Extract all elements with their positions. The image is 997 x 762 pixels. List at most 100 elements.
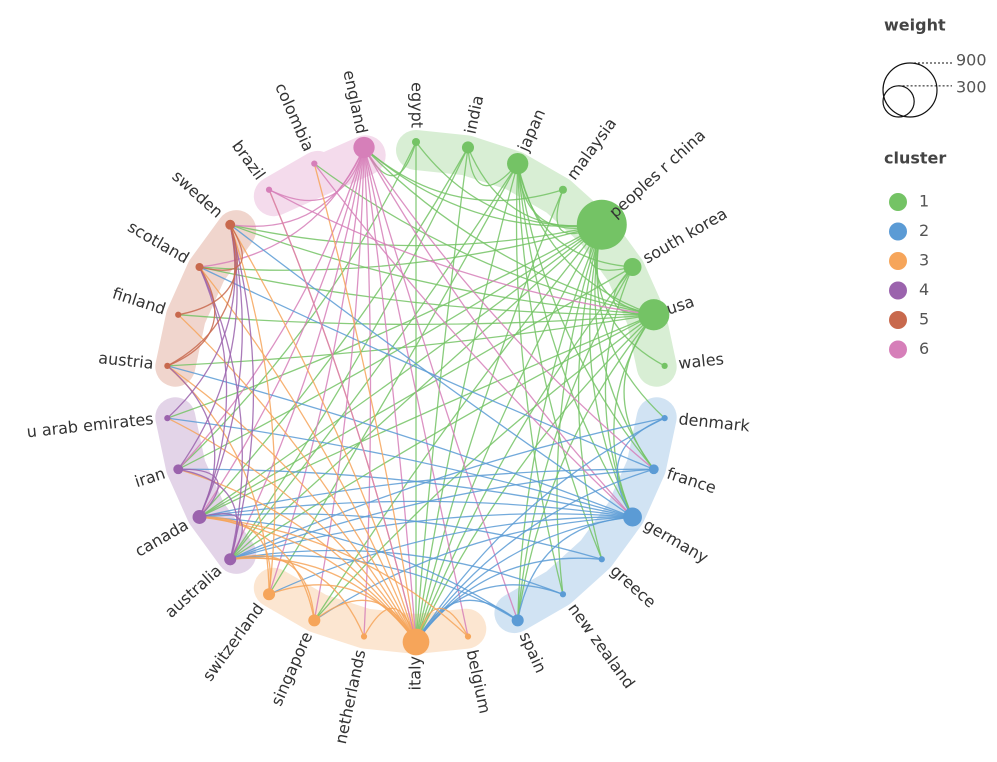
link	[415, 584, 564, 643]
node	[507, 152, 529, 175]
node	[411, 137, 421, 147]
link	[313, 599, 417, 643]
node	[648, 464, 659, 475]
link	[268, 584, 417, 643]
cluster-hull	[253, 135, 386, 217]
node-label: u arab emirates	[26, 409, 155, 441]
link	[199, 513, 602, 560]
link	[229, 417, 665, 560]
node	[225, 219, 236, 230]
link	[167, 224, 236, 367]
node-label: france	[664, 464, 718, 498]
legend-label: 3	[919, 251, 929, 270]
node	[511, 614, 524, 627]
node-label: wales	[677, 349, 724, 373]
node-label: finland	[110, 284, 168, 319]
link	[199, 516, 315, 621]
link	[167, 365, 417, 643]
cluster-hull	[155, 397, 257, 574]
legend-swatch	[889, 193, 907, 211]
node-label: belgium	[463, 648, 495, 715]
node	[265, 186, 273, 193]
legend-label: 5	[919, 310, 929, 329]
link	[199, 224, 602, 271]
node-label: greece	[607, 561, 660, 612]
node-label: switzerland	[199, 599, 268, 684]
link	[268, 189, 654, 316]
link	[517, 314, 655, 621]
legend-swatch	[889, 252, 907, 270]
link	[596, 224, 666, 419]
legend-label: 6	[919, 339, 929, 358]
node-label: new zealand	[564, 599, 639, 692]
link	[230, 513, 633, 560]
cluster-hull	[253, 567, 487, 654]
node-label: canada	[131, 515, 191, 561]
node	[360, 633, 368, 640]
node	[164, 362, 171, 369]
cluster-hull	[155, 210, 257, 387]
node	[192, 510, 207, 524]
legend-swatch	[889, 340, 907, 359]
link	[199, 516, 271, 595]
link	[268, 189, 417, 643]
link	[313, 224, 603, 621]
link	[167, 365, 633, 518]
node-label: scotland	[124, 217, 192, 267]
node	[623, 507, 642, 527]
node	[173, 464, 184, 475]
link	[178, 224, 238, 316]
node	[224, 553, 237, 566]
node	[353, 136, 375, 159]
link	[313, 516, 633, 621]
link	[268, 147, 365, 202]
node-label: egypt	[408, 82, 427, 128]
link	[229, 224, 255, 560]
link	[199, 516, 519, 621]
link	[517, 266, 634, 621]
node-label: india	[461, 93, 488, 135]
size-legend-title: weight	[884, 16, 946, 35]
node-label: italy	[406, 656, 425, 690]
link	[177, 141, 417, 470]
node	[164, 415, 171, 422]
link	[415, 147, 469, 643]
link	[415, 189, 564, 643]
link	[229, 314, 655, 560]
node	[623, 258, 642, 276]
size-legend-circle	[882, 85, 915, 118]
link	[229, 468, 654, 560]
link	[517, 163, 633, 268]
legend-label: 2	[919, 221, 929, 240]
node-label: south korea	[639, 204, 730, 268]
node	[464, 633, 472, 640]
node-label: austria	[97, 348, 154, 373]
link	[199, 314, 655, 518]
node	[638, 299, 670, 331]
node-label: peoples r china	[605, 125, 709, 221]
link	[415, 417, 665, 643]
node	[576, 199, 627, 250]
node	[195, 262, 204, 272]
node	[402, 628, 430, 656]
link	[517, 224, 603, 621]
node	[308, 614, 321, 627]
link	[167, 224, 603, 419]
node	[461, 141, 475, 154]
links	[166, 141, 666, 643]
link	[268, 163, 519, 595]
node-label: usa	[664, 292, 697, 319]
link	[167, 417, 633, 518]
size-legend-label: 300	[956, 78, 987, 97]
legend-swatch	[889, 311, 907, 329]
link	[198, 147, 365, 518]
legend-swatch	[889, 222, 907, 241]
link	[167, 266, 216, 367]
link	[415, 266, 634, 643]
link	[199, 468, 654, 518]
node-label: spain	[516, 629, 551, 676]
link	[363, 147, 602, 227]
link	[363, 147, 519, 621]
link	[229, 147, 469, 560]
